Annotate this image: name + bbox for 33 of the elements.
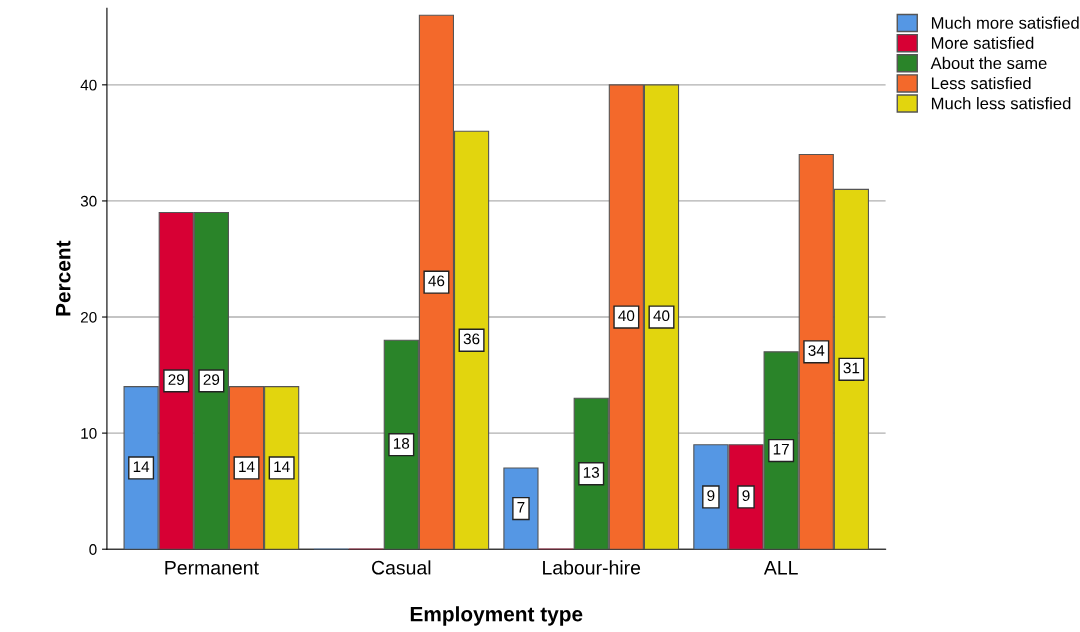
y-tick-label: 10 (81, 427, 97, 439)
y-tick-label: 40 (80, 79, 97, 91)
data-label: 40 (653, 310, 670, 322)
legend-label: Much less satisfied (931, 97, 1071, 110)
x-tick-label: Permanent (165, 561, 259, 575)
data-label: 17 (773, 443, 789, 455)
legend-label: Much more satisfied (931, 16, 1079, 29)
data-label: 13 (583, 467, 600, 478)
data-label: 7 (517, 502, 525, 513)
y-tick-label: 20 (80, 311, 97, 323)
data-label: 9 (707, 490, 715, 502)
data-label: 29 (203, 374, 220, 385)
data-label: 46 (428, 275, 445, 287)
x-axis-title: Employment type (410, 606, 583, 626)
y-tick-label: 0 (89, 544, 97, 555)
y-tick-label: 30 (80, 195, 97, 207)
x-tick-label: ALL (763, 561, 798, 575)
y-axis-title: Percent (55, 240, 71, 316)
data-label: 9 (742, 490, 750, 502)
legend-label: Less satisfied (931, 76, 1031, 90)
x-tick-label: Labour-hire (543, 560, 641, 575)
data-label: 36 (463, 333, 480, 345)
data-label: 29 (168, 374, 185, 385)
x-tick-label: Casual (372, 560, 431, 575)
legend-label: About the same (930, 56, 1047, 70)
data-label: 14 (274, 461, 290, 472)
legend-label: More satisfied (931, 36, 1034, 49)
data-label: 14 (133, 461, 150, 472)
data-label: 34 (808, 345, 825, 356)
data-label: 31 (843, 362, 860, 374)
data-label: 14 (239, 461, 255, 472)
data-label: 18 (393, 438, 410, 449)
data-label: 40 (618, 310, 635, 322)
